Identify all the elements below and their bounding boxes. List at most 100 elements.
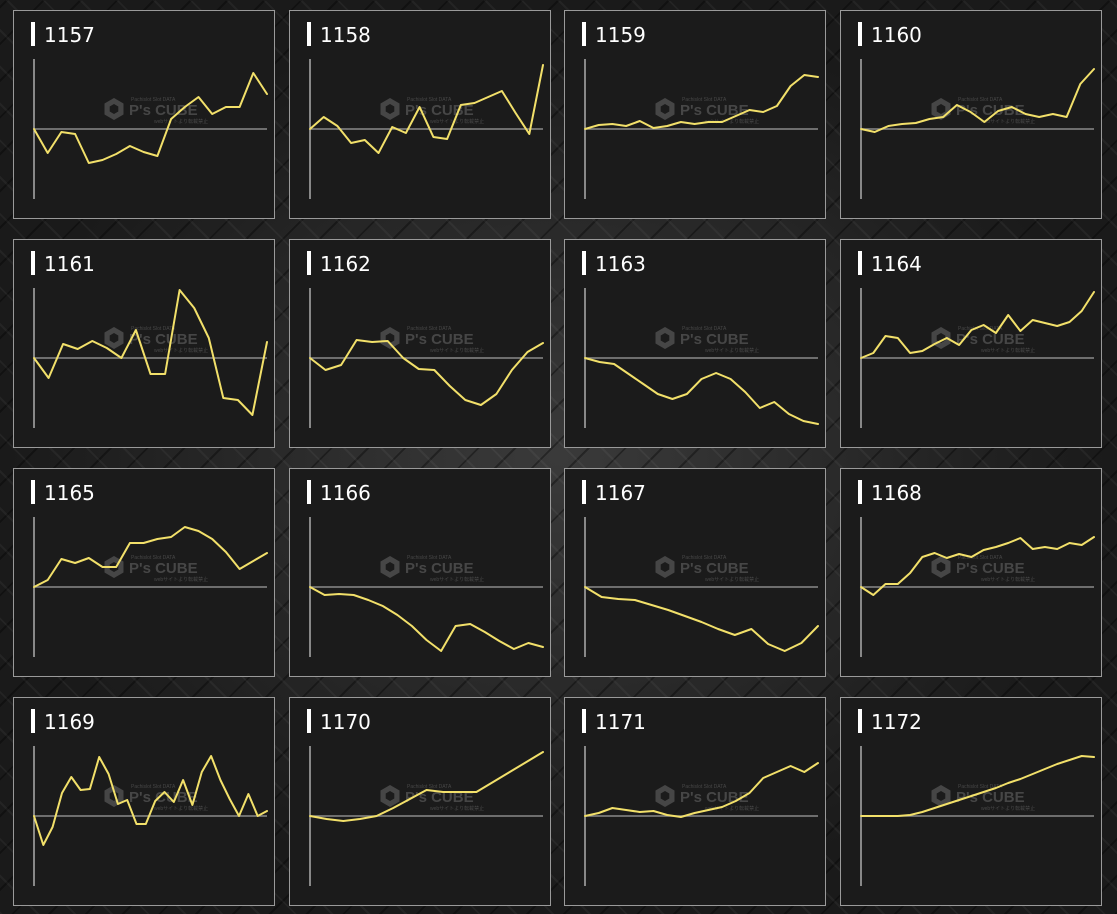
series-line [33, 755, 268, 846]
cube-logo-inner [660, 562, 670, 572]
title-marker [858, 22, 862, 46]
series-line [309, 751, 544, 822]
chart-title: 1157 [44, 23, 95, 47]
title-marker [307, 22, 311, 46]
title-marker [858, 480, 862, 504]
watermark-line2: webサイトより転載禁止 [981, 576, 1035, 583]
watermark-line2: webサイトより転載禁止 [430, 805, 484, 812]
series-line [33, 289, 268, 416]
series-line [860, 536, 1095, 596]
cube-logo-inner [660, 791, 670, 801]
watermark-line1: Pachislot Slot DATA [407, 784, 452, 790]
title-marker [582, 709, 586, 733]
title-marker [858, 709, 862, 733]
chart-title: 1162 [320, 252, 371, 276]
chart-panel: 1158 Pachislot Slot DATA P's CUBE webサイトより転… [289, 10, 551, 219]
title-marker [31, 22, 35, 46]
watermark-line2: webサイトより転載禁止 [154, 347, 208, 354]
watermark-brand: P's CUBE [405, 560, 474, 577]
chart-title: 1161 [44, 252, 95, 276]
chart-title: 1158 [320, 23, 371, 47]
cube-logo-inner [385, 104, 395, 114]
series-line [33, 72, 268, 164]
watermark-line2: webサイトより転載禁止 [705, 805, 759, 812]
watermark-line1: Pachislot Slot DATA [682, 784, 727, 790]
watermark-brand: P's CUBE [680, 331, 749, 348]
chart-title: 1164 [871, 252, 922, 276]
watermark-line2: webサイトより転載禁止 [154, 805, 208, 812]
watermark-line2: webサイトより転載禁止 [981, 118, 1035, 125]
title-marker [307, 709, 311, 733]
watermark-brand: P's CUBE [680, 560, 749, 577]
series-line [309, 586, 544, 652]
watermark-line1: Pachislot Slot DATA [131, 555, 176, 561]
chart-panel: 1162 Pachislot Slot DATA P's CUBE webサイトより転… [289, 239, 551, 448]
watermark-line2: webサイトより転載禁止 [154, 576, 208, 583]
series-line [584, 586, 819, 652]
watermark-brand: P's CUBE [405, 331, 474, 348]
watermark-line1: Pachislot Slot DATA [407, 97, 452, 103]
watermark-brand: P's CUBE [129, 789, 198, 806]
watermark-brand: P's CUBE [129, 560, 198, 577]
watermark-line2: webサイトより転載禁止 [981, 805, 1035, 812]
watermark-line1: Pachislot Slot DATA [131, 326, 176, 332]
cube-logo-inner [936, 791, 946, 801]
watermark-line2: webサイトより転載禁止 [430, 118, 484, 125]
chart-title: 1160 [871, 23, 922, 47]
watermark-line1: Pachislot Slot DATA [407, 555, 452, 561]
chart-title: 1170 [320, 710, 371, 734]
title-marker [582, 22, 586, 46]
watermark-line1: Pachislot Slot DATA [407, 326, 452, 332]
chart-panel: 1169 Pachislot Slot DATA P's CUBE webサイトより転… [13, 697, 275, 906]
title-marker [582, 480, 586, 504]
chart-title: 1159 [595, 23, 646, 47]
chart-panel: 1163 Pachislot Slot DATA P's CUBE webサイトより転… [564, 239, 826, 448]
chart-panel: 1172 Pachislot Slot DATA P's CUBE webサイトより転… [840, 697, 1102, 906]
series-line [33, 526, 268, 588]
title-marker [582, 251, 586, 275]
watermark-line1: Pachislot Slot DATA [958, 326, 1003, 332]
watermark-line2: webサイトより転載禁止 [705, 576, 759, 583]
series-line [584, 357, 819, 425]
watermark-brand: P's CUBE [680, 789, 749, 806]
watermark-line1: Pachislot Slot DATA [958, 555, 1003, 561]
watermark-line1: Pachislot Slot DATA [682, 97, 727, 103]
cube-logo-inner [936, 104, 946, 114]
watermark-brand: P's CUBE [680, 102, 749, 119]
chart-panel: 1168 Pachislot Slot DATA P's CUBE webサイトより転… [840, 468, 1102, 677]
watermark-line1: Pachislot Slot DATA [958, 97, 1003, 103]
watermark-brand: P's CUBE [129, 331, 198, 348]
chart-title: 1168 [871, 481, 922, 505]
title-marker [31, 709, 35, 733]
chart-title: 1167 [595, 481, 646, 505]
cube-logo-inner [660, 333, 670, 343]
watermark-brand: P's CUBE [129, 102, 198, 119]
title-marker [307, 480, 311, 504]
chart-title: 1165 [44, 481, 95, 505]
chart-panel: 1160 Pachislot Slot DATA P's CUBE webサイトより転… [840, 10, 1102, 219]
watermark-brand: P's CUBE [956, 560, 1025, 577]
chart-panel: 1170 Pachislot Slot DATA P's CUBE webサイトより転… [289, 697, 551, 906]
cube-logo-inner [385, 791, 395, 801]
cube-logo-inner [936, 562, 946, 572]
chart-title: 1163 [595, 252, 646, 276]
chart-title: 1171 [595, 710, 646, 734]
